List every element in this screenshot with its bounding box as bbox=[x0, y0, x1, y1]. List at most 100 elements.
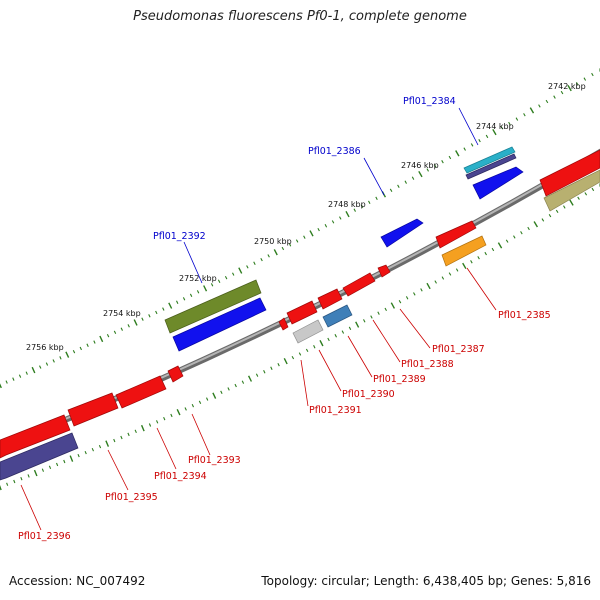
scale-tick bbox=[196, 290, 200, 294]
scale-tick bbox=[577, 196, 580, 200]
leader-2393 bbox=[191, 413, 211, 456]
gene-label-2390[interactable]: Pfl01_2390 bbox=[342, 389, 395, 400]
gene-feature-2387[interactable] bbox=[377, 264, 391, 278]
scale-tick bbox=[478, 139, 481, 143]
leader-2390 bbox=[318, 349, 342, 392]
scale-tick bbox=[127, 432, 130, 437]
gene-feature-red-2385a[interactable] bbox=[435, 220, 477, 249]
scale-tick bbox=[327, 337, 330, 342]
scale-tick bbox=[491, 247, 495, 252]
gene-label-2384[interactable]: Pfl01_2384 bbox=[403, 96, 456, 107]
scale-tick bbox=[246, 265, 249, 269]
scale-tick bbox=[260, 257, 263, 262]
gene-label-2391[interactable]: Pfl01_2391 bbox=[309, 405, 362, 416]
gene-feature-2384-b[interactable] bbox=[465, 153, 517, 180]
scale-tick bbox=[205, 397, 209, 401]
gene-feature-2393[interactable] bbox=[167, 365, 184, 383]
scale-tick bbox=[227, 387, 230, 391]
gene-feature-steelblue[interactable] bbox=[322, 304, 353, 328]
scale-tick bbox=[33, 469, 38, 477]
gene-feature-red-right[interactable] bbox=[539, 149, 600, 197]
scale-label-2754: 2754 kbp bbox=[103, 309, 141, 318]
scale-tick bbox=[184, 407, 187, 411]
gene-label-2393[interactable]: Pfl01_2393 bbox=[188, 455, 241, 466]
scale-tick bbox=[182, 297, 186, 301]
scale-tick bbox=[520, 231, 523, 235]
scale-tick bbox=[591, 187, 595, 192]
scale-tick bbox=[548, 214, 552, 218]
scale-tick bbox=[91, 447, 95, 452]
scale-tick bbox=[281, 246, 285, 251]
gene-feature-red-left[interactable] bbox=[0, 414, 71, 459]
scale-tick bbox=[105, 440, 110, 447]
scale-tick bbox=[448, 272, 452, 276]
features-reverse bbox=[0, 149, 600, 481]
scale-tick bbox=[270, 366, 273, 370]
gene-feature-2384-a[interactable] bbox=[463, 146, 516, 174]
gene-feature-2386[interactable] bbox=[380, 218, 424, 248]
scale-label-2748: 2748 kbp bbox=[328, 200, 366, 209]
gene-label-2386[interactable]: Pfl01_2386 bbox=[308, 146, 361, 157]
scale-tick bbox=[353, 208, 356, 212]
scale-tick bbox=[541, 218, 545, 222]
gene-feature-2390[interactable] bbox=[286, 300, 318, 325]
leader-2395 bbox=[107, 449, 129, 491]
gene-label-2394[interactable]: Pfl01_2394 bbox=[154, 471, 207, 482]
scale-tick bbox=[155, 420, 159, 424]
leader-2391 bbox=[300, 359, 309, 407]
gene-feature-khaki-right[interactable] bbox=[543, 169, 600, 212]
scale-tick bbox=[492, 128, 497, 136]
gene-feature-2392[interactable] bbox=[164, 279, 262, 334]
scale-tick bbox=[426, 168, 429, 172]
leader-2387 bbox=[399, 308, 431, 349]
scale-tick bbox=[198, 400, 202, 405]
scale-tick bbox=[455, 150, 460, 157]
gene-label-2385[interactable]: Pfl01_2385 bbox=[498, 310, 551, 321]
gene-feature-grey[interactable] bbox=[292, 319, 324, 344]
scale-tick bbox=[500, 126, 504, 130]
scale-tick bbox=[303, 235, 306, 239]
scale-tick bbox=[529, 107, 535, 114]
gene-label-2387[interactable]: Pfl01_2387 bbox=[432, 344, 485, 355]
scale-tick bbox=[515, 117, 519, 121]
scale-tick bbox=[331, 220, 335, 224]
scale-tick bbox=[363, 319, 366, 323]
gene-label-2396[interactable]: Pfl01_2396 bbox=[18, 531, 71, 542]
scale-tick bbox=[277, 363, 280, 367]
scale-tick bbox=[148, 314, 151, 318]
scale-tick bbox=[485, 134, 489, 139]
scale-label-2742: 2742 kbp bbox=[548, 82, 586, 91]
gene-label-2392[interactable]: Pfl01_2392 bbox=[153, 231, 206, 242]
scale-tick bbox=[560, 90, 564, 95]
gene-label-2389[interactable]: Pfl01_2389 bbox=[373, 374, 426, 385]
scale-tick bbox=[113, 330, 117, 335]
gene-feature-2391[interactable] bbox=[278, 317, 289, 331]
scale-tick bbox=[55, 462, 59, 467]
scale-tick bbox=[569, 199, 574, 206]
scale-ring-outer bbox=[0, 68, 600, 389]
leader-2389 bbox=[347, 335, 373, 378]
gene-feature-blue-2392[interactable] bbox=[172, 297, 267, 352]
scale-tick bbox=[397, 184, 400, 188]
scale-tick bbox=[63, 459, 66, 464]
gene-feature-orange-2385[interactable] bbox=[441, 235, 487, 267]
scale-tick bbox=[93, 340, 96, 344]
scale-tick bbox=[253, 261, 256, 265]
scale-tick bbox=[324, 224, 328, 228]
scale-tick bbox=[263, 370, 266, 374]
gene-feature-2394[interactable] bbox=[115, 375, 167, 409]
gene-feature-2389[interactable] bbox=[317, 288, 343, 310]
gene-feature-blue-right[interactable] bbox=[472, 166, 524, 200]
gene-label-2395[interactable]: Pfl01_2395 bbox=[105, 492, 158, 503]
leader-2388 bbox=[372, 319, 401, 363]
gene-feature-2396[interactable] bbox=[0, 432, 79, 481]
scale-tick bbox=[155, 310, 158, 315]
scale-tick bbox=[141, 317, 144, 321]
gene-feature-2395[interactable] bbox=[67, 392, 119, 427]
scale-tick bbox=[398, 300, 402, 304]
scale-tick bbox=[48, 465, 52, 470]
gene-label-2388[interactable]: Pfl01_2388 bbox=[401, 359, 454, 370]
scale-tick bbox=[527, 226, 530, 231]
gene-feature-2388[interactable] bbox=[342, 272, 376, 297]
scale-tick bbox=[98, 444, 102, 449]
